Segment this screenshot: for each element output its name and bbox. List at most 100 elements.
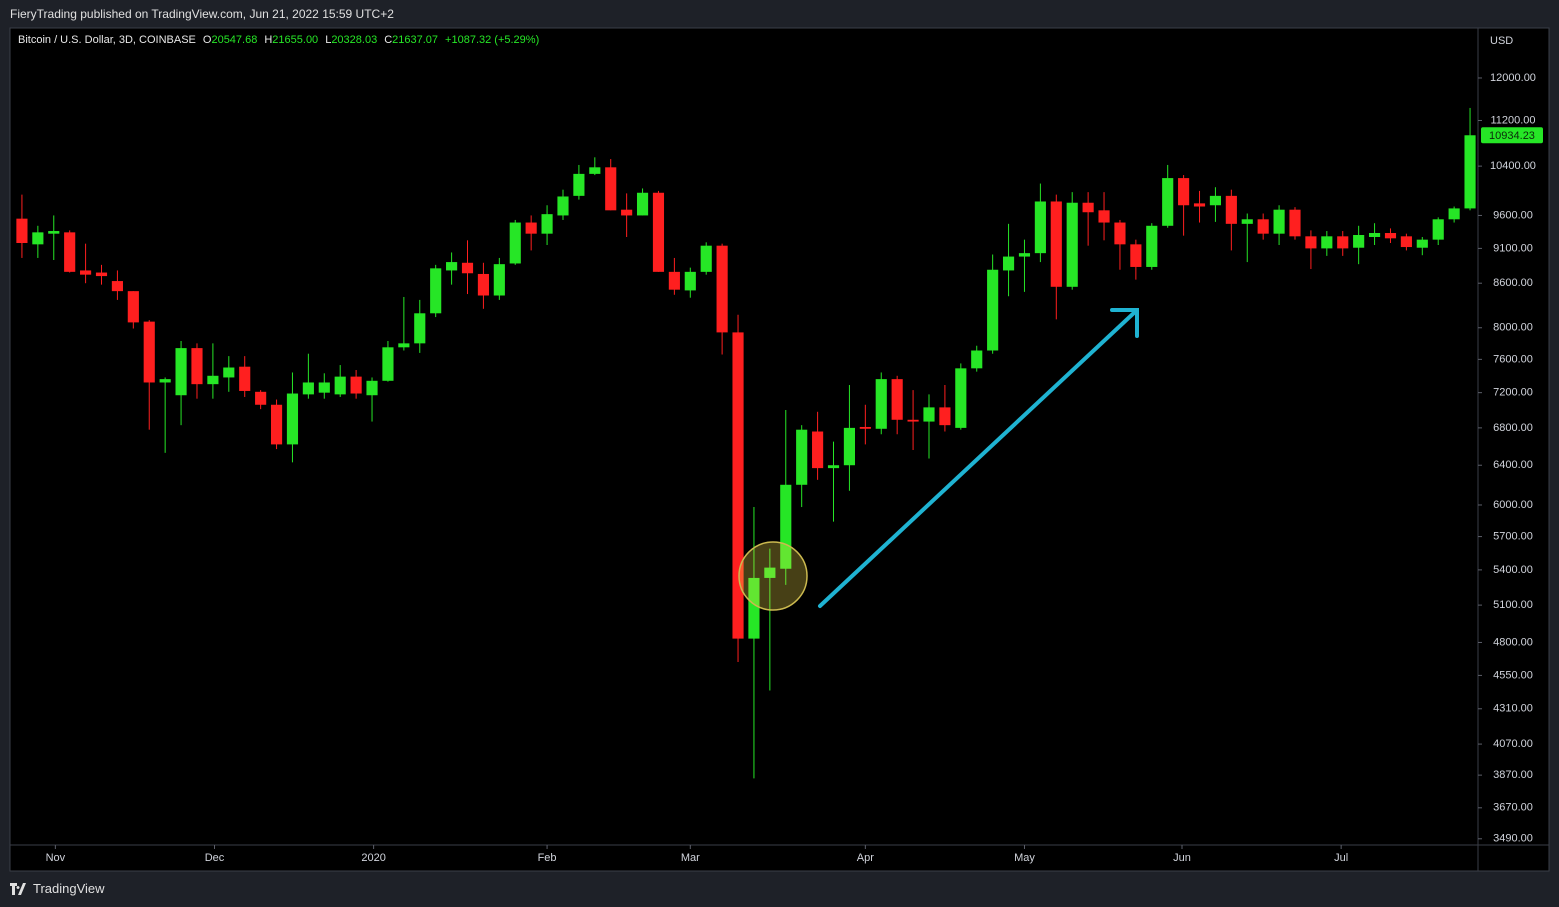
candle-body: [748, 577, 760, 639]
ohlc-value: 21655.00: [272, 34, 319, 46]
y-tick-label: 8000.00: [1493, 322, 1533, 334]
y-tick-label: 9600.00: [1493, 209, 1533, 221]
change: +1087.32 (+5.29%): [445, 34, 540, 46]
x-tick-label: Mar: [681, 852, 700, 864]
footer: TradingView: [10, 881, 105, 896]
candle-body: [350, 376, 362, 394]
candle-body: [1162, 178, 1174, 226]
logo: [10, 882, 26, 895]
last-price-label: 10934.23: [1489, 130, 1535, 142]
brand: TradingView: [33, 881, 105, 896]
candle-body: [764, 567, 776, 578]
candle-body: [414, 313, 426, 344]
candle-body: [827, 465, 840, 469]
candle-body: [939, 407, 951, 426]
candle-body: [493, 264, 505, 296]
candle-body: [636, 192, 649, 216]
candle-body: [1193, 203, 1206, 207]
candle-body: [175, 348, 187, 396]
candle-body: [32, 232, 44, 245]
candle-body: [1002, 256, 1015, 271]
ohlc-label: C: [384, 34, 393, 46]
candle-body: [1400, 236, 1412, 248]
y-tick-label: 9100.00: [1493, 242, 1533, 254]
ohlc-value: 20547.68: [211, 34, 258, 46]
y-unit: USD: [1490, 35, 1513, 47]
candle-body: [366, 380, 378, 396]
candle-body: [191, 348, 203, 385]
candle-body: [398, 343, 410, 348]
candle-body: [1050, 201, 1062, 287]
candle-body: [1305, 236, 1317, 249]
y-tick-label: 6400.00: [1493, 459, 1533, 471]
ohlc-value: 21637.07: [392, 34, 439, 46]
candle-body: [255, 391, 267, 405]
candle-body: [446, 262, 458, 271]
y-tick-label: 10400.00: [1490, 160, 1536, 172]
candle-body: [334, 376, 346, 395]
y-tick-label: 3870.00: [1493, 769, 1533, 781]
candle-body: [16, 218, 28, 243]
candle-body: [509, 222, 521, 264]
ohlc-value: 20328.03: [331, 34, 378, 46]
candle-body: [652, 192, 665, 272]
last-price-tag: [1481, 127, 1543, 144]
candle-body: [891, 379, 903, 420]
candle-body: [573, 173, 585, 196]
candle-body: [700, 245, 712, 272]
x-tick-label: 2020: [361, 852, 385, 864]
candle-body: [812, 431, 824, 469]
x-tick-label: May: [1014, 852, 1035, 864]
candle-body: [796, 429, 808, 485]
candle-body: [780, 484, 792, 569]
candle-body: [207, 375, 219, 385]
candle-body: [1273, 209, 1285, 234]
candle-body: [95, 272, 108, 277]
y-tick-label: 5700.00: [1493, 530, 1533, 542]
candle-body: [1034, 201, 1046, 254]
candle-body: [541, 214, 553, 234]
y-tick-label: 12000.00: [1490, 72, 1536, 84]
candle-body: [1353, 234, 1365, 248]
candle-body: [1241, 219, 1253, 224]
y-tick-label: 7600.00: [1493, 353, 1533, 365]
candle-body: [1066, 202, 1078, 287]
candle-body: [923, 407, 935, 422]
x-tick-label: Jul: [1334, 852, 1348, 864]
candle-body: [684, 271, 696, 291]
candle-body: [1114, 222, 1126, 245]
y-tick-label: 6000.00: [1493, 499, 1533, 511]
candle-body: [955, 368, 967, 428]
y-tick-label: 5400.00: [1493, 564, 1533, 576]
candle-body: [223, 367, 235, 378]
candle-body: [80, 270, 92, 275]
candle-body: [732, 332, 744, 639]
y-tick-label: 7200.00: [1493, 387, 1533, 399]
y-tick-label: 5100.00: [1493, 599, 1533, 611]
symbol: Bitcoin / U.S. Dollar, 3D, COINBASE: [18, 34, 196, 46]
ohlc-label: H: [264, 34, 273, 46]
candle-body: [987, 269, 999, 351]
candle-body: [286, 393, 299, 445]
candle-body: [1321, 236, 1333, 249]
candle-body: [605, 167, 617, 211]
candle-body: [1098, 210, 1110, 223]
candle-body: [668, 271, 680, 290]
y-tick-label: 6800.00: [1493, 422, 1533, 434]
x-tick-label: Feb: [538, 852, 557, 864]
candle-body: [1130, 244, 1142, 267]
candle-body: [302, 382, 314, 395]
y-tick-label: 3490.00: [1493, 833, 1533, 845]
candle-body: [525, 222, 537, 234]
y-tick-label: 3670.00: [1493, 802, 1533, 814]
candle-body: [1416, 239, 1428, 248]
y-tick-label: 4310.00: [1493, 703, 1533, 715]
ohlc-label: O: [202, 34, 212, 46]
candle-body: [64, 232, 76, 272]
y-tick-label: 4800.00: [1493, 636, 1533, 648]
candle-body: [143, 321, 155, 383]
candle-body: [1289, 209, 1301, 237]
candle-body: [1225, 195, 1237, 224]
candle-body: [907, 419, 919, 422]
